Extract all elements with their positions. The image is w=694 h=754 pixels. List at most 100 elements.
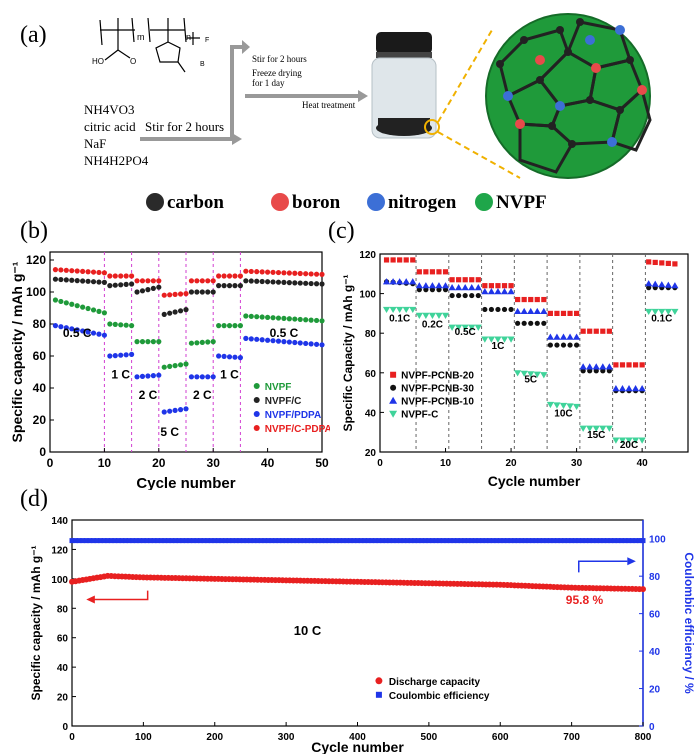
point-nvpf-c xyxy=(625,437,633,444)
point-nvpf-pcnb-20 xyxy=(469,277,475,283)
point-nvpf-c xyxy=(303,280,309,286)
point-coulombic-efficiency xyxy=(315,538,321,544)
point-nvpf-pcnb-20 xyxy=(567,310,573,316)
annotation-3: 5 C xyxy=(160,425,179,439)
point-nvpf xyxy=(134,339,140,345)
point-nvpf-c-pdpa xyxy=(63,267,69,273)
polymer-m: m xyxy=(137,32,145,42)
point-nvpf-pcnb-30 xyxy=(436,287,442,293)
point-coulombic-efficiency xyxy=(265,538,271,544)
point-coulombic-efficiency xyxy=(297,538,303,544)
point-nvpf-c xyxy=(422,312,430,319)
point-coulombic-efficiency xyxy=(469,538,475,544)
point-nvpf-c-pdpa xyxy=(74,268,80,274)
point-nvpf-c-pdpa xyxy=(319,271,325,277)
legend-marker-2 xyxy=(253,411,260,417)
point-nvpf-pcnb-10 xyxy=(474,284,482,291)
point-nvpf xyxy=(270,315,276,321)
point-nvpf-pcnb-20 xyxy=(554,310,560,316)
x-tick-label-1: 10 xyxy=(440,458,452,469)
point-nvpf-pcnb-10 xyxy=(566,333,574,340)
point-nvpf-c xyxy=(232,283,238,289)
point-nvpf xyxy=(167,363,173,369)
point-coulombic-efficiency xyxy=(162,538,168,544)
point-coulombic-efficiency xyxy=(476,538,482,544)
point-nvpf-pcnb-10 xyxy=(514,307,522,315)
legend-label-1: Coulombic efficiency xyxy=(389,691,490,702)
point-coulombic-efficiency xyxy=(447,538,453,544)
point-coulombic-efficiency xyxy=(640,538,646,544)
point-nvpf-c xyxy=(85,278,91,284)
point-nvpf-pcnb-10 xyxy=(396,278,404,285)
point-nvpf-pcnb-10 xyxy=(671,282,679,289)
point-coulombic-efficiency xyxy=(576,538,582,544)
point-nvpf-pcnb-10 xyxy=(428,282,437,289)
legend-label-2: NVPF/PDPA xyxy=(265,410,322,421)
point-nvpf-pcnb-10 xyxy=(579,363,587,370)
point-nvpf-c xyxy=(474,324,482,331)
legend-marker-3 xyxy=(389,410,398,418)
point-nvpf-c xyxy=(527,371,535,378)
point-coulombic-efficiency xyxy=(633,538,639,544)
point-coulombic-efficiency xyxy=(169,538,175,544)
point-coulombic-efficiency xyxy=(412,538,418,544)
point-nvpf-pdpa xyxy=(188,374,195,380)
arrow-capacity-head xyxy=(86,595,95,604)
reagent-2: citric acid xyxy=(84,119,136,134)
point-nvpf xyxy=(69,301,75,307)
point-coulombic-efficiency xyxy=(497,538,503,544)
point-nvpf-pcnb-20 xyxy=(528,296,534,303)
point-nvpf-c xyxy=(455,324,463,331)
point-nvpf-c xyxy=(638,437,646,444)
point-coulombic-efficiency xyxy=(551,538,557,544)
point-coulombic-efficiency xyxy=(529,538,535,544)
point-coulombic-efficiency xyxy=(151,538,157,544)
point-nvpf-pdpa xyxy=(96,331,102,337)
point-nvpf-c xyxy=(671,308,679,316)
point-nvpf-c-pdpa xyxy=(69,268,75,274)
point-nvpf-c xyxy=(123,281,129,287)
point-nvpf-c xyxy=(592,425,600,432)
point-coulombic-efficiency xyxy=(240,538,246,544)
point-nvpf-pcnb-30 xyxy=(600,368,606,374)
point-nvpf-c xyxy=(514,370,522,377)
point-nvpf xyxy=(308,317,314,323)
point-nvpf-c xyxy=(448,324,456,331)
point-nvpf-c xyxy=(112,282,118,288)
point-coulombic-efficiency xyxy=(76,538,82,544)
point-nvpf-c-pdpa xyxy=(161,292,167,298)
point-coulombic-efficiency xyxy=(479,538,485,544)
point-coulombic-efficiency xyxy=(233,538,239,544)
point-nvpf-c xyxy=(265,279,271,285)
point-coulombic-efficiency xyxy=(615,538,621,544)
x-tick-label-3: 300 xyxy=(278,732,295,743)
point-nvpf-pdpa xyxy=(210,374,216,380)
x-tick-label-4: 40 xyxy=(637,458,649,469)
point-nvpf-pdpa xyxy=(101,332,107,338)
panel-label-a: (a) xyxy=(20,22,47,48)
point-nvpf-c xyxy=(248,278,254,284)
legend-marker-0 xyxy=(390,371,397,378)
point-coulombic-efficiency xyxy=(558,538,564,544)
point-nvpf-c-pdpa xyxy=(237,273,243,279)
y2-tick-label-5: 100 xyxy=(649,535,666,546)
point-nvpf-c xyxy=(172,309,178,315)
point-nvpf-pcnb-20 xyxy=(515,296,521,303)
point-nvpf-c-pdpa xyxy=(194,278,200,284)
point-nvpf-c-pdpa xyxy=(118,273,124,279)
point-nvpf-c-pdpa xyxy=(308,271,314,277)
legend-label-1: NVPF/C xyxy=(265,396,302,407)
point-nvpf xyxy=(243,313,249,319)
legend-carbon-label: carbon xyxy=(167,192,224,213)
point-nvpf-pcnb-10 xyxy=(500,288,509,295)
point-coulombic-efficiency xyxy=(594,538,600,544)
point-nvpf-c xyxy=(441,312,450,319)
point-nvpf-pcnb-10 xyxy=(658,281,666,288)
annotation-4: 5C xyxy=(524,375,537,386)
point-nvpf-pdpa xyxy=(265,337,271,343)
point-coulombic-efficiency xyxy=(212,538,218,544)
point-nvpf-c-pdpa xyxy=(52,267,59,273)
annotation-7: 20C xyxy=(620,440,638,451)
point-nvpf-pcnb-20 xyxy=(410,257,416,263)
point-nvpf xyxy=(150,339,156,345)
